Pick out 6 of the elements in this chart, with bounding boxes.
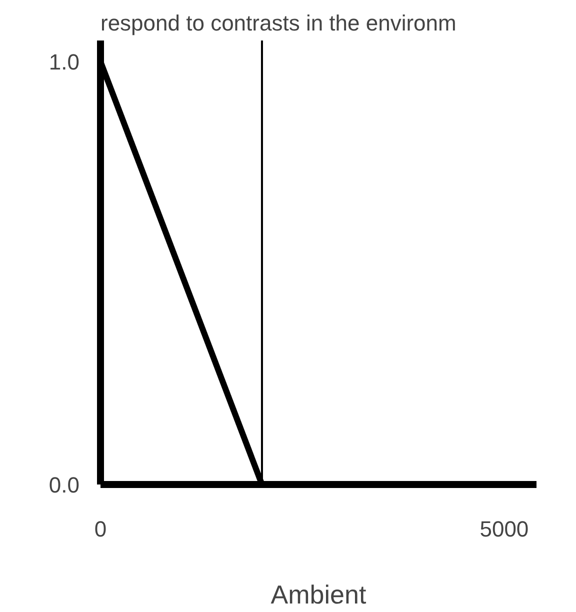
y-tick-label: 1.0 bbox=[48, 50, 80, 75]
y-tick-label: 0.0 bbox=[48, 472, 80, 498]
chart-title: respond to contrasts in the environm bbox=[100, 10, 456, 36]
x-tick-label: 5000 bbox=[480, 516, 529, 542]
x-tick-label: 0 bbox=[94, 516, 107, 542]
x-axis-title: Ambient bbox=[270, 580, 367, 610]
